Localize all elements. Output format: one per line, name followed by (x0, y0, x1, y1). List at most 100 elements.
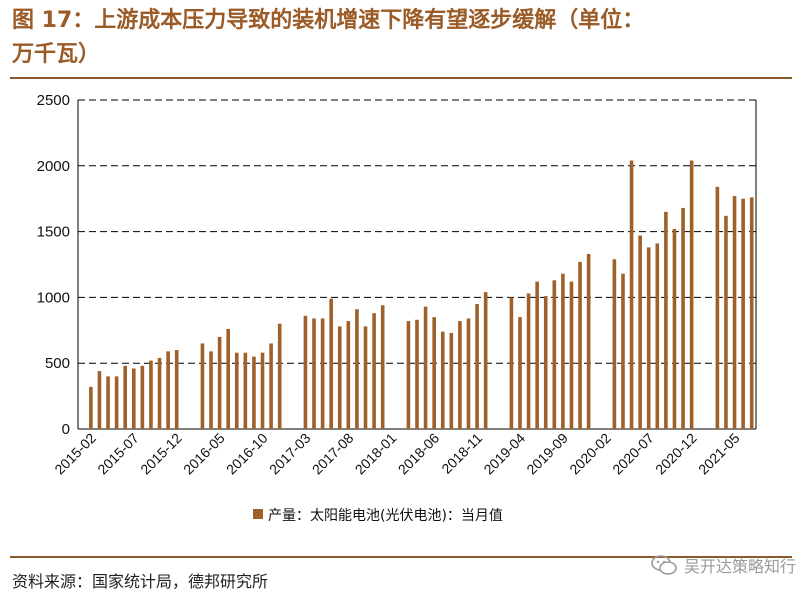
y-tick-label: 2500 (37, 92, 70, 109)
wechat-icon (651, 555, 677, 575)
x-tick-label: 2015-02 (51, 430, 99, 478)
y-tick-label: 0 (62, 421, 70, 438)
x-tick-label: 2016-10 (223, 430, 271, 478)
bar (432, 317, 436, 429)
x-tick-label: 2015-07 (94, 430, 142, 478)
bar (672, 228, 677, 429)
bar (543, 296, 548, 429)
bar (621, 273, 625, 429)
figure-title-line2: 万千瓦） (12, 42, 101, 67)
x-tick-label: 2017-08 (309, 430, 357, 478)
bar (329, 298, 333, 429)
bar (123, 365, 128, 429)
bar (209, 351, 213, 429)
y-tick-label: 1500 (37, 224, 70, 241)
x-tick-label: 2021-05 (695, 430, 743, 478)
bar (355, 309, 359, 429)
bar (458, 321, 462, 429)
bar (681, 207, 685, 429)
x-tick-label: 2018-11 (438, 430, 485, 477)
bar (320, 318, 325, 429)
bar (131, 368, 136, 429)
bar (166, 351, 170, 429)
bar (578, 261, 582, 429)
bar (406, 321, 411, 429)
bar (337, 326, 342, 429)
bar (449, 332, 454, 429)
bar (200, 343, 205, 429)
bar (646, 247, 651, 429)
bar (440, 331, 445, 429)
bar (226, 328, 230, 429)
bar (535, 281, 539, 429)
title-rule (10, 77, 792, 79)
x-tick-label: 2020-12 (652, 430, 700, 478)
bar (363, 326, 368, 429)
bar (217, 336, 222, 429)
bar (423, 306, 428, 429)
x-tick-label: 2019-09 (523, 430, 571, 478)
bar (561, 273, 565, 429)
x-tick-label: 2019-04 (480, 430, 528, 478)
bar (509, 297, 514, 429)
bar (475, 303, 479, 429)
bar (612, 259, 617, 429)
bottom-rule (10, 556, 792, 558)
bar (749, 197, 754, 429)
legend-swatch (253, 509, 263, 519)
figure-title-line1: 图 17：上游成本压力导致的装机增速下降有望逐步缓解（单位： (12, 8, 645, 33)
bar (664, 211, 668, 429)
bar (157, 357, 162, 429)
bar (483, 292, 488, 429)
bar (97, 371, 102, 429)
x-tick-label: 2015-12 (137, 430, 185, 478)
bar (732, 196, 737, 429)
bar (243, 352, 248, 429)
bar (689, 160, 694, 429)
bar (114, 376, 119, 429)
bar (380, 305, 385, 429)
x-tick-label: 2020-07 (609, 430, 657, 478)
bar (372, 313, 376, 429)
bar (415, 319, 419, 429)
bar (638, 235, 642, 429)
bar (724, 215, 728, 429)
bar (552, 280, 557, 429)
legend-label: 产量：太阳能电池(光伏电池)：当月值 (268, 508, 503, 524)
bar (741, 198, 745, 429)
y-tick-label: 2000 (37, 158, 70, 175)
bar (89, 386, 93, 429)
bar (234, 352, 239, 429)
bar (715, 186, 720, 429)
bar (312, 318, 316, 429)
bar (655, 243, 660, 429)
bar (629, 160, 634, 429)
source-note: 资料来源：国家统计局，德邦研究所 (12, 572, 269, 591)
bar (269, 343, 273, 429)
y-tick-label: 500 (45, 355, 70, 372)
bar (260, 352, 265, 429)
x-tick-label: 2017-03 (266, 430, 314, 478)
bar (252, 356, 256, 429)
x-tick-label: 2020-02 (566, 430, 614, 478)
bar (346, 321, 351, 429)
bar (277, 323, 282, 429)
bar (149, 360, 153, 429)
x-tick-label: 2018-06 (395, 430, 443, 478)
bar (569, 281, 574, 429)
bar (174, 350, 179, 429)
x-tick-label: 2016-05 (180, 430, 228, 478)
bar (140, 365, 145, 429)
bar (586, 253, 591, 429)
bar-chart: 0 500 1000 1500 2000 2500 2015-022015-072015-1… (37, 92, 757, 524)
x-tick-label: 2018-01 (352, 430, 400, 478)
bar (526, 293, 531, 429)
figure-title: 图 17：上游成本压力导致的装机增速下降有望逐步缓解（单位： 万千瓦） (12, 4, 792, 72)
watermark: 吴开达策略知行 (650, 553, 796, 577)
bar (466, 318, 471, 429)
watermark-text: 吴开达策略知行 (683, 557, 796, 576)
bar (106, 376, 110, 429)
bar (518, 317, 522, 429)
y-tick-label: 1000 (37, 289, 70, 306)
bar (303, 315, 308, 429)
